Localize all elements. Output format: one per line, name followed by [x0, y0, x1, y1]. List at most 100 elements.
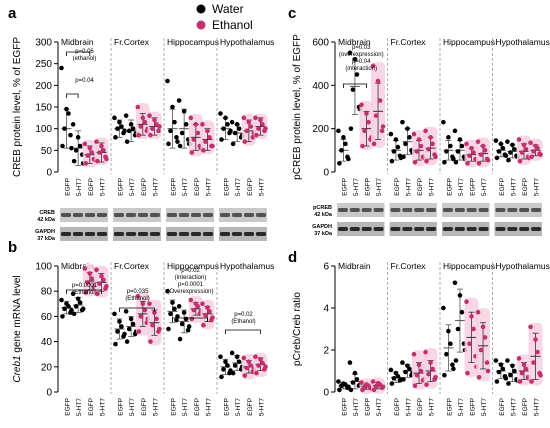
significance-label: (interaction) — [175, 275, 207, 281]
data-point — [82, 141, 88, 147]
group-label: EGFP — [247, 178, 254, 196]
data-point — [242, 373, 248, 378]
data-point — [375, 380, 381, 386]
blot-band — [167, 213, 177, 217]
data-point — [221, 126, 226, 131]
data-point — [494, 155, 500, 161]
blot-panel — [494, 222, 542, 236]
data-point — [172, 119, 177, 125]
data-point — [346, 156, 351, 162]
data-point — [183, 316, 189, 322]
data-point — [347, 360, 353, 365]
blot-band — [466, 227, 477, 231]
data-point — [414, 149, 420, 154]
data-point — [219, 374, 224, 380]
group-label: EGFP — [88, 398, 95, 416]
data-point — [122, 331, 127, 337]
data-point — [115, 126, 120, 131]
data-point — [371, 141, 377, 147]
data-point — [498, 362, 504, 368]
data-point — [448, 341, 453, 347]
data-point — [229, 350, 235, 356]
blot-band — [138, 213, 148, 217]
y-axis-title: pCreb/Creb ratio — [292, 292, 303, 366]
group-label: 5-HT7 — [205, 398, 212, 416]
data-point — [380, 124, 386, 129]
data-point — [104, 283, 109, 289]
group-label: EGFP — [522, 178, 529, 196]
data-point — [123, 113, 129, 118]
data-point — [135, 104, 141, 110]
data-point — [388, 367, 394, 373]
data-point — [503, 376, 509, 381]
data-point — [99, 143, 104, 149]
blot-band — [443, 208, 453, 212]
data-point — [117, 319, 122, 324]
group-label: EGFP — [365, 178, 372, 196]
data-point — [465, 370, 470, 376]
data-point — [379, 128, 385, 134]
data-point — [85, 153, 91, 158]
data-point — [347, 50, 353, 56]
blot-band — [495, 227, 506, 231]
group-label: 5-HT7 — [510, 398, 517, 416]
y-tick-label: 60 — [41, 312, 53, 323]
y-tick-label: 600 — [312, 38, 329, 49]
data-point — [455, 149, 461, 154]
blot-band — [244, 232, 254, 236]
data-point — [508, 372, 513, 378]
data-point — [99, 273, 104, 279]
data-point — [453, 358, 459, 363]
blot-band — [167, 232, 177, 236]
group-label: EGFP — [223, 178, 230, 196]
data-point — [70, 122, 76, 127]
data-point — [234, 354, 240, 360]
legend-ethanol-label: Ethanol — [212, 18, 253, 32]
data-point — [508, 150, 513, 155]
region-label: Midbrain — [338, 261, 371, 271]
group-label: EGFP — [470, 398, 477, 416]
data-point — [377, 98, 383, 103]
data-point — [256, 363, 261, 368]
blot-band — [507, 227, 518, 231]
blot-band — [97, 213, 107, 217]
data-point — [176, 98, 182, 103]
data-point — [83, 161, 89, 166]
data-point — [122, 128, 127, 134]
data-point — [510, 363, 515, 369]
data-point — [469, 314, 474, 319]
data-point — [403, 369, 408, 375]
blot-band — [61, 232, 71, 236]
blot-band — [150, 213, 160, 217]
data-point — [441, 305, 446, 311]
data-point — [352, 370, 358, 376]
data-point — [258, 356, 263, 362]
data-point — [87, 145, 93, 151]
data-point — [388, 131, 394, 137]
y-tick-label: 2 — [323, 346, 329, 357]
data-point — [94, 267, 99, 273]
data-point — [441, 119, 446, 125]
data-point — [373, 113, 379, 118]
blot-panel — [337, 222, 385, 236]
data-point — [73, 148, 79, 153]
data-point — [260, 122, 265, 127]
group-label: 5-HT7 — [152, 398, 159, 416]
blot-band — [114, 232, 124, 236]
panel-label-b: b — [8, 239, 17, 256]
data-point — [157, 124, 162, 129]
blot-band — [203, 213, 213, 217]
data-point — [354, 72, 360, 77]
data-point — [138, 124, 144, 129]
data-point — [225, 363, 230, 368]
group-label: 5-HT7 — [99, 178, 106, 196]
data-point — [444, 351, 449, 357]
region-label: Hypothalamus — [496, 37, 550, 47]
y-tick-label: 100 — [35, 124, 52, 135]
group-label: 5-HT7 — [534, 398, 541, 416]
group-label: EGFP — [417, 398, 424, 416]
group-label: EGFP — [64, 398, 71, 416]
region-label: Midbrain — [61, 261, 94, 271]
data-point — [467, 341, 472, 347]
